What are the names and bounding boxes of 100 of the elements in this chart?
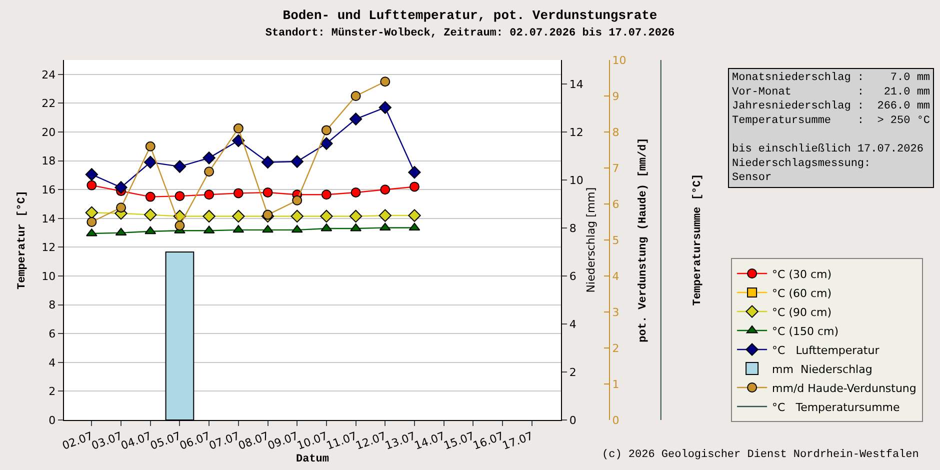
legend-label: °C (30 cm) [772, 268, 832, 281]
point [380, 76, 390, 87]
point [233, 188, 244, 198]
y-tick-label: 16 [42, 183, 56, 196]
y3-tick-label: 3 [612, 306, 620, 319]
point [262, 224, 274, 233]
point [378, 209, 392, 222]
y-tick-label: 10 [42, 270, 56, 283]
text: Monatsniederschlag : 7.0 mm [732, 72, 930, 84]
y3-tick-label: 9 [612, 90, 620, 103]
y-tick-label: 22 [42, 97, 56, 110]
y3-axis-title: pot. Verdunstung (Haude) [mm/d] [637, 138, 650, 342]
point [290, 155, 304, 168]
y2-tick-label: 2 [569, 366, 576, 379]
point [409, 182, 420, 192]
point [350, 187, 361, 198]
y-tick-label: 6 [48, 327, 56, 340]
point [233, 123, 244, 134]
y-axis-title: Temperatur [°C] [16, 190, 28, 290]
y2-tick-label: 0 [569, 414, 576, 427]
point [349, 112, 362, 126]
point [86, 217, 97, 227]
text: Niederschlagsmessung: [732, 158, 871, 170]
point [232, 210, 245, 223]
y2-tick-label: 12 [569, 126, 584, 139]
point [261, 156, 274, 169]
point [115, 228, 127, 236]
point [408, 166, 421, 179]
point [321, 125, 332, 136]
y3-tick-label: 6 [612, 198, 620, 211]
point [86, 180, 97, 190]
point [202, 210, 216, 223]
text: Temperatursumme : > 250 °C [732, 114, 930, 127]
point [262, 187, 273, 198]
chart-title: Boden- und Lufttemperatur, pot. Verdunstungsrate [282, 8, 658, 23]
point [232, 224, 244, 233]
y-tick-label: 2 [48, 385, 56, 398]
legend-label: °C (150 cm) [772, 324, 839, 338]
point [145, 141, 156, 152]
y-tick-label: 12 [42, 241, 56, 254]
text: Sensor [732, 172, 772, 184]
point [204, 190, 214, 200]
y3-tick-label: 2 [612, 342, 620, 355]
point [379, 222, 391, 231]
y-tick-label: 20 [42, 126, 56, 139]
point [145, 192, 156, 202]
point [350, 91, 361, 101]
point [116, 202, 126, 213]
x-axis-title: Datum [296, 454, 330, 466]
y2-tick-label: 10 [569, 174, 584, 187]
point [380, 184, 390, 195]
y-tick-label: 24 [42, 68, 56, 82]
point [321, 190, 332, 200]
legend-label: °C Lufttemperatur [772, 344, 880, 357]
legend-label: °C Temperatursumme [772, 400, 900, 414]
y3-tick-label: 7 [612, 162, 620, 175]
point [204, 166, 214, 177]
y-tick-label: 4 [48, 356, 56, 370]
point [291, 224, 303, 233]
y3-tick-label: 10 [612, 54, 626, 67]
point [320, 137, 333, 150]
text: bis einschließlich 17.07.2026 [732, 144, 924, 156]
point [349, 210, 362, 223]
y3-tick-label: 5 [612, 234, 620, 247]
y3-tick-label: 4 [612, 270, 620, 283]
point [290, 210, 304, 223]
point [262, 210, 273, 220]
legend-label: mm/d Haude-Verdunstung [772, 382, 916, 395]
legend-label: mm Niederschlag [772, 362, 872, 376]
point [320, 223, 332, 232]
point [174, 220, 185, 231]
y-tick-label: 14 [42, 212, 56, 226]
point [350, 223, 362, 232]
y2-axis-title: Niederschlag [mm] [584, 187, 598, 293]
chart-subtitle: Standort: Münster-Wolbeck, Zeitraum: 02.07.2026 bis 17.07.2026 [265, 28, 675, 40]
point [174, 191, 185, 202]
point [202, 152, 216, 164]
y2-tick-label: 8 [569, 222, 576, 235]
y3-tick-label: 0 [612, 414, 620, 427]
point [378, 101, 392, 114]
point [408, 222, 420, 231]
text: Vor-Monat : 21.0 mm [732, 86, 930, 98]
point [320, 210, 333, 223]
point [173, 160, 186, 173]
y2-tick-label: 4 [569, 318, 576, 331]
point [144, 156, 157, 169]
text: Temperatursumme [°C] [692, 174, 704, 306]
point [232, 134, 245, 147]
y3-tick-label: 1 [612, 378, 620, 391]
x-tick-label: 17.07 [500, 429, 535, 452]
y-tick-label: 8 [48, 298, 56, 312]
legend-label: °C (90 cm) [772, 306, 832, 319]
point [85, 168, 98, 181]
point [144, 226, 156, 234]
point [292, 195, 302, 206]
y2-tick-label: 14 [569, 78, 584, 91]
text: (c) 2026 Geologischer Dienst Nordrhein-Westfalen [602, 449, 919, 461]
y-tick-label: 0 [48, 414, 56, 427]
y-tick-label: 18 [42, 154, 56, 168]
point [85, 206, 98, 219]
